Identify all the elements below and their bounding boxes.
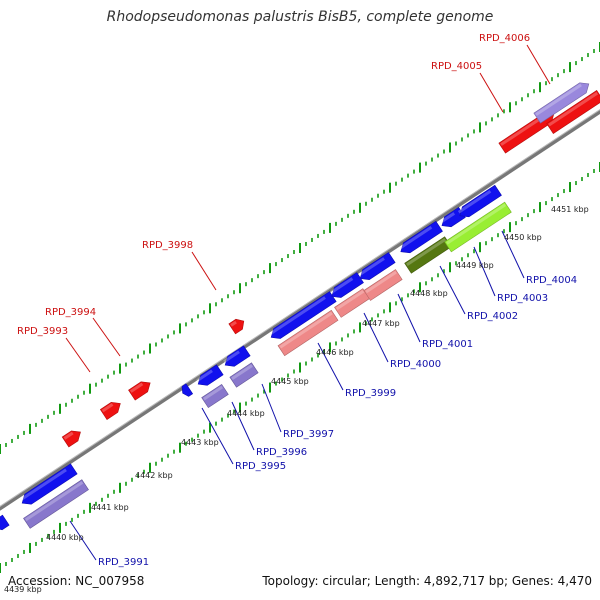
ruler-kbp-label: 4446 kbp [316,348,354,357]
reverse-gene-feature [457,184,502,218]
ruler-kbp-label: 4450 kbp [504,233,542,242]
gene-labels: RPD_3993 RPD_3994 RPD_3998 RPD_4005 RPD_4006… [17,33,577,568]
gene-label-reverse: RPD_3997 [283,429,334,440]
gene-label-reverse: RPD_4002 [467,311,518,322]
reverse-gene-feature [358,252,396,280]
gene-label-forward: RPD_3993 [17,326,68,337]
gene-label-reverse: RPD_3999 [345,388,396,399]
genome-backbone [0,109,600,511]
reverse-gene-feature [229,362,259,388]
gene-label-reverse: RPD_4001 [422,339,473,350]
reverse-gene-feature [201,383,229,409]
gene-label-forward: RPD_4005 [431,61,482,72]
label-leader-lines [65,44,551,561]
ruler-kbp-label: 4444 kbp [227,409,265,418]
gene-label-forward: RPD_3994 [45,307,96,318]
gene-label-reverse: RPD_3996 [256,447,307,458]
ruler-kbp-label: 4445 kbp [271,377,309,386]
ruler-kbp-label: 4439 kbp [4,585,42,594]
gene-label-forward: RPD_3998 [142,240,193,251]
ruler-kbp-label: 4447 kbp [362,319,400,328]
reverse-gene-feature [0,514,10,531]
ruler-kbp-label: 4449 kbp [456,261,494,270]
genome-stats-label: Topology: circular; Length: 4,892,717 bp… [262,574,592,588]
forward-gene-feature [99,402,121,420]
reverse-gene-feature [269,291,337,339]
gene-features [0,82,600,531]
ruler-kbp-label: 4448 kbp [410,289,448,298]
map-title: Rhodopseudomonas palustris BisB5, comple… [106,9,494,25]
gene-label-reverse: RPD_4004 [526,275,577,286]
gene-label-forward: RPD_4006 [479,33,530,44]
forward-gene-feature [228,318,245,335]
forward-gene-feature [61,430,81,448]
reverse-gene-feature [329,272,364,298]
forward-gene-feature [546,90,600,134]
tick-marks [0,42,600,573]
reverse-gene-feature [23,479,89,529]
ruler-kbp-label: 4441 kbp [91,503,129,512]
reverse-gene-feature [20,463,78,505]
forward-gene-feature [128,381,151,401]
ruler-kbp-label: 4440 kbp [46,533,84,542]
ruler-kbp-label: 4442 kbp [135,471,173,480]
ruler-kbp-label: 4443 kbp [181,438,219,447]
reverse-gene-feature [277,309,339,357]
gene-label-reverse: RPD_4000 [390,359,441,370]
accession-label: Accession: NC_007958 [8,574,145,588]
gene-label-reverse: RPD_3995 [235,461,286,472]
gene-label-reverse: RPD_3991 [98,557,149,568]
forward-gene-feature [533,82,590,124]
reverse-gene-feature [223,345,251,367]
reverse-gene-feature [444,201,512,253]
reverse-gene-feature [363,269,403,301]
reverse-gene-feature [196,364,224,386]
ruler-kbp-label: 4451 kbp [551,205,589,214]
reverse-gene-feature [398,220,443,254]
ruler-labels: 4439 kbp 4440 kbp 4441 kbp 4442 kbp 4443 kbp… [4,205,589,594]
gene-label-reverse: RPD_4003 [497,293,548,304]
reverse-gene-feature [181,383,194,397]
